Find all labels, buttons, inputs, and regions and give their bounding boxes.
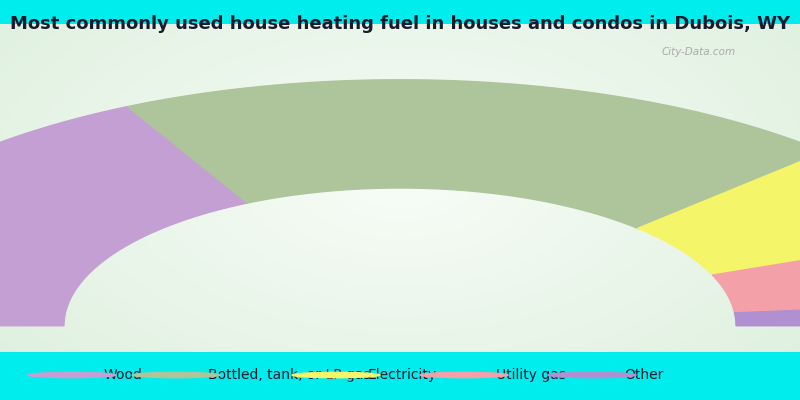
Circle shape — [132, 372, 220, 378]
Circle shape — [28, 372, 116, 378]
Circle shape — [420, 372, 508, 378]
Polygon shape — [734, 303, 800, 326]
Text: Wood: Wood — [104, 368, 143, 382]
Polygon shape — [128, 80, 800, 228]
Text: City-Data.com: City-Data.com — [662, 47, 736, 57]
Text: Other: Other — [624, 368, 663, 382]
Text: Most commonly used house heating fuel in houses and condos in Dubois, WY: Most commonly used house heating fuel in… — [10, 15, 790, 33]
Circle shape — [548, 372, 636, 378]
Text: Bottled, tank, or LP gas: Bottled, tank, or LP gas — [208, 368, 370, 382]
Text: Electricity: Electricity — [368, 368, 437, 382]
Circle shape — [292, 372, 380, 378]
Text: Utility gas: Utility gas — [496, 368, 566, 382]
Polygon shape — [0, 106, 247, 326]
Polygon shape — [638, 152, 800, 275]
Polygon shape — [713, 235, 800, 313]
